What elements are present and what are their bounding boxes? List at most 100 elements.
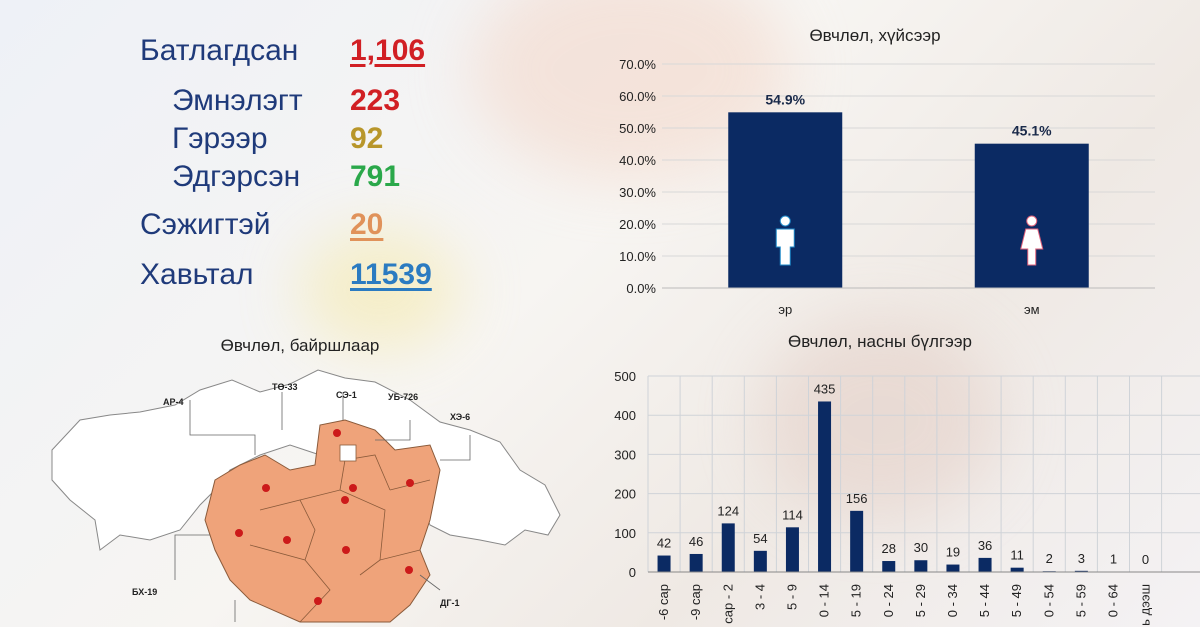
home-value: 92 [350, 122, 384, 155]
bar [882, 561, 896, 572]
map-case-dot [283, 536, 291, 544]
map-case-dot [406, 479, 414, 487]
x-tick-label: 5 - 59 [1073, 584, 1088, 617]
data-label: 46 [689, 534, 703, 549]
data-label: 19 [946, 545, 960, 560]
bar [657, 555, 671, 572]
hospital-label: Эмнэлэгт [172, 84, 303, 117]
x-tick-label: 5 - 49 [1009, 584, 1024, 617]
x-tick-label: 3 - 4 [752, 584, 767, 610]
data-label: 1 [1110, 552, 1117, 567]
map-case-dot [349, 484, 357, 492]
x-tick-label: -6 сар [656, 584, 671, 620]
suspected-label: Сэжигтэй [140, 208, 271, 241]
y-tick-label: 70.0% [619, 57, 656, 72]
data-label: 2 [1046, 551, 1053, 566]
x-tick-label: 5 - 19 [849, 584, 864, 617]
data-label: 3 [1078, 551, 1085, 566]
map-label-ub: УБ-726 [388, 392, 418, 402]
data-label: 11 [1010, 548, 1024, 563]
y-tick-label: 30.0% [619, 185, 656, 200]
x-tick-label: 0 - 54 [1041, 584, 1056, 617]
background-blob [760, 320, 1000, 520]
x-tick-label: 5 - 44 [977, 584, 992, 617]
bar [818, 401, 832, 572]
contact-value: 11539 [350, 258, 432, 291]
map-label-ar: АР-4 [163, 397, 184, 407]
map-label-se: СЭ-1 [336, 390, 357, 400]
y-tick-label: 20.0% [619, 217, 656, 232]
x-tick-label: 5 - 9 [784, 584, 799, 610]
confirmed-label: Батлагдсан [140, 34, 299, 67]
bar [850, 510, 864, 572]
y-tick-label: 0 [629, 565, 636, 580]
data-label: 45.1% [1012, 123, 1052, 139]
data-label: 54.9% [765, 91, 805, 107]
map-label-khe: ХЭ-6 [450, 412, 470, 422]
map-ub-box [339, 444, 357, 462]
map-case-dot [314, 597, 322, 605]
x-tick-label: сар - 2 [720, 584, 735, 624]
home-label: Гэрээр [172, 122, 268, 155]
data-label: 42 [657, 536, 671, 551]
map-label-dg: ДГ-1 [440, 598, 460, 608]
hospital-value: 223 [350, 84, 401, 117]
data-label: 124 [717, 503, 739, 518]
bar [978, 557, 992, 572]
data-label: 435 [814, 381, 836, 396]
map-case-dot [235, 529, 243, 537]
suspected-value: 20 [350, 208, 384, 241]
male-icon [775, 215, 795, 266]
map-label-to: ТӨ-33 [272, 382, 298, 392]
map-case-dot [341, 496, 349, 504]
y-tick-label: 200 [614, 487, 636, 502]
data-label: 54 [753, 531, 767, 546]
y-tick-label: 50.0% [619, 121, 656, 136]
icon-body [1020, 228, 1044, 266]
gender-chart-title: Өвчлөл, хүйсээр [809, 26, 941, 45]
map-case-dot [333, 429, 341, 437]
y-tick-label: 0.0% [626, 281, 656, 296]
bar [689, 553, 703, 572]
contact-label: Хавьтал [140, 258, 254, 291]
recovered-value: 791 [350, 160, 401, 193]
x-tick-label: эр [778, 302, 792, 317]
data-label: 36 [978, 538, 992, 553]
data-label: 28 [882, 541, 896, 556]
y-tick-label: 40.0% [619, 153, 656, 168]
map-case-dot [405, 566, 413, 574]
x-tick-label: 0 - 64 [1105, 584, 1120, 617]
y-tick-label: 100 [614, 526, 636, 541]
age-chart-title: Өвчлөл, насны бүлгээр [788, 332, 972, 351]
x-tick-label: 0 - 24 [881, 584, 896, 617]
map-case-dot [342, 546, 350, 554]
x-tick-label: 0 - 14 [817, 584, 832, 617]
female-icon [1020, 215, 1044, 266]
x-tick-label: ь дээш [1138, 584, 1153, 626]
icon-body [775, 228, 795, 266]
map-title: Өвчлөл, байршлаар [220, 336, 380, 355]
gender-chart: 0.0% 10.0% 20.0% 30.0% 40.0% 50.0% 60.0% 70.0% 5… [619, 57, 1155, 317]
confirmed-value: 1,106 [350, 34, 426, 67]
icon-head [779, 215, 791, 227]
map-case-dot [262, 484, 270, 492]
bar [914, 560, 928, 572]
bar [753, 550, 767, 572]
map-label-bkh: БХ-19 [132, 587, 157, 597]
x-tick-label: 5 - 29 [913, 584, 928, 617]
map-case-dots [235, 429, 414, 605]
data-label: 114 [782, 507, 803, 522]
bar [946, 564, 960, 572]
x-tick-label: эм [1024, 302, 1040, 317]
icon-head [1026, 215, 1038, 227]
x-tick-label: -9 сар [688, 584, 703, 620]
bar [721, 523, 735, 572]
recovered-label: Эдгэрсэн [172, 160, 301, 193]
x-tick-label: 0 - 34 [945, 584, 960, 617]
background-blob [300, 230, 460, 350]
bar [1010, 567, 1024, 572]
mongolia-map: АР-4 ТӨ-33 СЭ-1 УБ-726 ХЭ-6 БХ-19 ДГ-1 [51, 369, 561, 623]
y-tick-label: 60.0% [619, 89, 656, 104]
y-tick-label: 300 [614, 447, 636, 462]
